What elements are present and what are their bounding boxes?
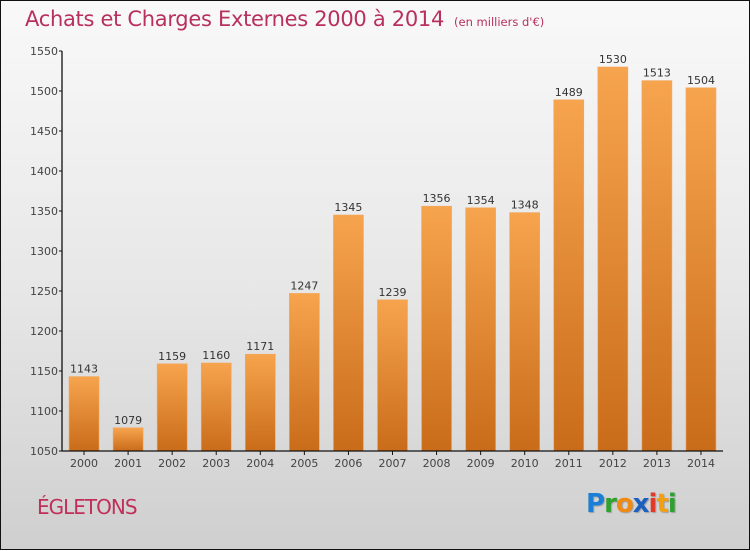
value-label-2010: 1348	[511, 199, 539, 212]
logo-letter: i	[667, 489, 677, 519]
y-tick-label: 1300	[30, 245, 58, 258]
value-label-2009: 1354	[467, 194, 495, 207]
bar-2010[interactable]	[509, 212, 541, 452]
bar-2013[interactable]	[641, 80, 673, 452]
x-tick-label-2000: 2000	[70, 457, 98, 470]
y-tick-label: 1250	[30, 285, 58, 298]
bar-2000[interactable]	[68, 376, 100, 452]
x-tick-label-2004: 2004	[246, 457, 274, 470]
x-tick-label-2008: 2008	[423, 457, 451, 470]
chart-title: Achats et Charges Externes 2000 à 2014 (e…	[25, 7, 544, 31]
value-label-2002: 1159	[158, 350, 186, 363]
x-tick-label-2014: 2014	[687, 457, 715, 470]
x-tick-label-2002: 2002	[158, 457, 186, 470]
x-tick-label-2006: 2006	[334, 457, 362, 470]
y-tick-label: 1550	[30, 45, 58, 58]
bar-2003[interactable]	[200, 362, 232, 452]
value-label-2006: 1345	[334, 201, 362, 214]
bar-2008[interactable]	[421, 205, 452, 452]
value-label-2005: 1247	[290, 279, 318, 292]
bar-2006[interactable]	[333, 214, 364, 452]
y-tick-label: 1150	[30, 365, 58, 378]
y-tick-label: 1050	[30, 445, 58, 458]
value-label-2013: 1513	[643, 67, 671, 80]
chart-subtitle: (en milliers d'€)	[454, 15, 545, 29]
logo-letter: r	[604, 489, 617, 519]
logo-letter: t	[656, 489, 668, 519]
bar-2014[interactable]	[685, 87, 717, 452]
value-label-2001: 1079	[114, 414, 142, 427]
y-tick-label: 1350	[30, 205, 58, 218]
logo-letter: P	[586, 489, 605, 519]
y-tick-label: 1450	[30, 125, 58, 138]
bar-2004[interactable]	[245, 353, 276, 452]
x-tick-label-2009: 2009	[467, 457, 495, 470]
chart-title-text: Achats et Charges Externes 2000 à 2014	[25, 7, 445, 31]
bar-2005[interactable]	[289, 293, 320, 452]
bar-2009[interactable]	[465, 207, 496, 452]
bar-2012[interactable]	[597, 66, 629, 452]
x-tick-label-2010: 2010	[511, 457, 539, 470]
x-tick-label-2001: 2001	[114, 457, 142, 470]
x-tick-label-2013: 2013	[643, 457, 671, 470]
x-tick-label-2011: 2011	[555, 457, 583, 470]
x-axis: 2000 2001 2002 2003 2004 2005 2006 2007 2008 2009…	[62, 450, 723, 470]
value-label-2003: 1160	[202, 349, 230, 362]
value-label-2007: 1239	[379, 286, 407, 299]
x-tick-label-2012: 2012	[599, 457, 627, 470]
bar-2011[interactable]	[553, 99, 585, 452]
bars: 1143 1079 1159 1160 1171 1247 1345 1239 1356 1354…	[68, 53, 717, 452]
value-label-2008: 1356	[423, 192, 451, 205]
bar-2002[interactable]	[156, 363, 188, 452]
bar-2007[interactable]	[377, 299, 408, 452]
x-tick-label-2007: 2007	[379, 457, 407, 470]
logo-letter: x	[632, 489, 650, 519]
value-label-2004: 1171	[246, 340, 274, 353]
logo-letter: i	[648, 489, 658, 519]
proxiti-logo[interactable]: Proxiti	[586, 489, 677, 519]
y-tick-label: 1400	[30, 165, 58, 178]
value-label-2012: 1530	[599, 53, 627, 66]
y-tick-label: 1200	[30, 325, 58, 338]
value-label-2000: 1143	[70, 363, 98, 376]
x-tick-label-2005: 2005	[290, 457, 318, 470]
city-name: ÉGLETONS	[37, 495, 138, 519]
value-label-2011: 1489	[555, 86, 583, 99]
y-tick-label: 1500	[30, 85, 58, 98]
logo-letter: o	[615, 489, 634, 519]
y-axis: 1050 1100 1150 1200 1250 1300 1350 1400 1450 1500…	[30, 45, 63, 458]
x-tick-label-2003: 2003	[202, 457, 230, 470]
y-tick-label: 1100	[30, 405, 58, 418]
bar-2001[interactable]	[112, 427, 144, 452]
value-label-2014: 1504	[687, 74, 715, 87]
